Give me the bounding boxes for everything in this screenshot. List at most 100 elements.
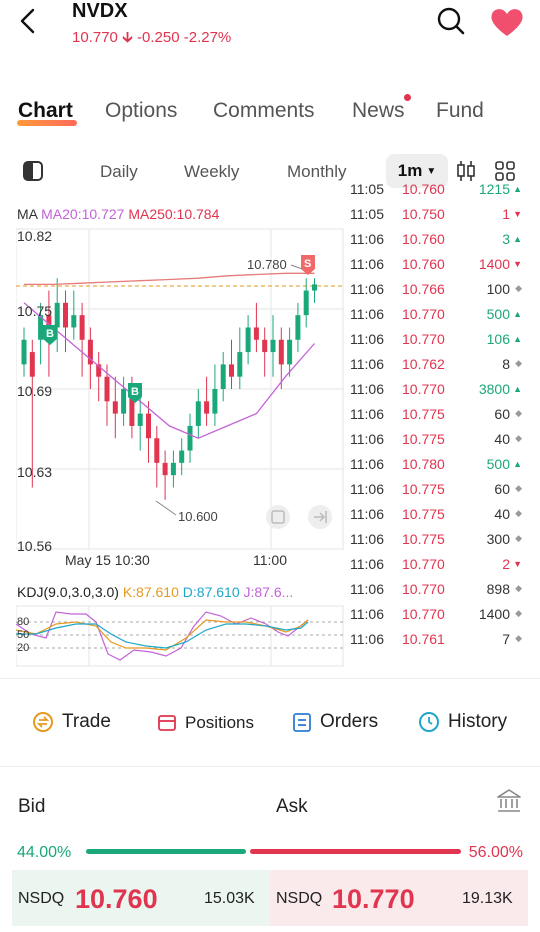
history-button[interactable]: History <box>418 711 507 733</box>
trade-time: 11:06 <box>350 505 384 522</box>
grid-icon[interactable] <box>494 160 516 182</box>
candle-body <box>137 413 143 426</box>
trade-row: 11:06 10.780 500 ▲ <box>350 451 522 476</box>
trade-time: 11:06 <box>350 405 384 422</box>
scroll-to-latest-icon[interactable] <box>308 505 332 529</box>
heart-favorite-icon[interactable] <box>489 6 525 38</box>
trade-row: 11:06 10.775 40 ◆ <box>350 501 522 526</box>
reset-chart-icon[interactable] <box>266 505 290 529</box>
candle-body <box>46 315 52 328</box>
neutral-tick-icon: ◆ <box>515 533 522 543</box>
trade-volume: 8 <box>502 355 510 372</box>
candlestick-icon[interactable] <box>456 160 476 182</box>
neutral-tick-icon: ◆ <box>515 483 522 493</box>
search-icon[interactable] <box>436 6 466 36</box>
trade-price: 10.775 <box>402 480 445 497</box>
candle-body <box>21 339 27 365</box>
candle-body <box>71 315 77 328</box>
ask-size: 19.13K <box>462 890 513 907</box>
orders-label: Orders <box>320 711 379 732</box>
kdj-legend: KDJ(9.0,3.0,3.0) K:87.610 D:87.610 J:87.… <box>17 584 293 600</box>
ask-label: Ask <box>276 796 308 817</box>
price-change-pct: -2.27% <box>183 29 232 46</box>
trade-row: 11:06 10.766 100 ◆ <box>350 276 522 301</box>
x-tick: May 15 10:30 <box>65 552 150 568</box>
neutral-tick-icon: ◆ <box>515 633 522 643</box>
positions-icon <box>158 715 176 731</box>
bid-label: Bid <box>18 796 46 817</box>
neutral-tick-icon: ◆ <box>515 608 522 618</box>
back-arrow-icon[interactable] <box>14 6 44 36</box>
trade-row: 11:06 10.775 300 ◆ <box>350 526 522 551</box>
divider <box>0 678 540 679</box>
downtick-icon: ▼ <box>513 208 522 219</box>
tab-fund[interactable]: Fund <box>436 99 484 122</box>
trade-row: 11:06 10.770 898 ◆ <box>350 576 522 601</box>
y-tick: 10.75 <box>17 303 53 319</box>
trade-button[interactable]: Trade <box>32 711 111 733</box>
trade-label: Trade <box>62 711 111 732</box>
clock-icon <box>419 712 439 732</box>
positions-button[interactable]: Positions <box>157 713 254 733</box>
y-tick: 10.63 <box>17 464 53 480</box>
downtick-icon: ▼ <box>513 258 522 269</box>
trade-row: 11:06 10.761 7 ◆ <box>350 626 522 651</box>
time-and-sales-list[interactable]: 11:05 10.760 1215 ▲ 11:05 10.750 1 ▼ 11:06 10.760… <box>350 181 540 668</box>
trade-volume: 3800 <box>478 380 510 397</box>
period-monthly[interactable]: Monthly <box>287 162 347 181</box>
best-bid-panel[interactable] <box>12 870 270 926</box>
trade-time: 11:06 <box>350 380 384 397</box>
kdj-level: 20 <box>17 642 30 654</box>
down-arrow-icon: 🡳 <box>122 29 133 46</box>
kdj-k-line <box>16 619 309 651</box>
price-quote: 10.770 🡳 -0.250 -2.27% <box>72 27 231 52</box>
orders-button[interactable]: Orders <box>292 711 378 733</box>
trade-time: 11:06 <box>350 255 384 272</box>
candle-body <box>54 302 60 328</box>
trade-time: 11:06 <box>350 280 384 297</box>
candle-body <box>270 339 276 353</box>
candlestick-chart[interactable]: 10.780 10.600 B B S <box>16 225 344 555</box>
tab-comments[interactable]: Comments <box>213 99 315 122</box>
candle-body <box>312 284 317 291</box>
neutral-tick-icon: ◆ <box>515 358 522 368</box>
tab-chart[interactable]: Chart <box>18 99 73 122</box>
period-daily[interactable]: Daily <box>100 162 138 181</box>
candle-body <box>112 401 118 414</box>
trade-volume: 106 <box>486 330 510 347</box>
last-price: 10.770 <box>72 29 118 46</box>
trade-row: 11:06 10.775 60 ◆ <box>350 401 522 426</box>
period-1m-dropdown[interactable]: 1m ▼ <box>386 154 448 188</box>
trade-row: 11:05 10.750 1 ▼ <box>350 201 522 226</box>
candle-body <box>162 462 168 476</box>
kdj-j-line <box>16 611 309 661</box>
svg-text:B: B <box>131 386 139 398</box>
kdj-level: 50 <box>17 629 30 641</box>
trade-volume: 1215 <box>478 180 510 197</box>
tab-news[interactable]: News <box>352 99 405 122</box>
trade-icon <box>33 712 53 732</box>
tab-options[interactable]: Options <box>105 99 178 122</box>
ask-ratio-bar <box>250 849 461 854</box>
positions-label: Positions <box>185 713 254 732</box>
trade-price: 10.770 <box>402 605 445 622</box>
period-weekly[interactable]: Weekly <box>184 162 240 181</box>
kdj-d-value: D:87.610 <box>182 584 240 600</box>
bank-icon[interactable] <box>496 788 522 814</box>
bid-size: 15.03K <box>204 890 255 907</box>
trade-time: 11:06 <box>350 555 384 572</box>
layout-toggle-icon[interactable] <box>22 160 44 182</box>
trade-price: 10.770 <box>402 555 445 572</box>
kdj-chart[interactable] <box>16 604 344 668</box>
trade-time: 11:06 <box>350 330 384 347</box>
trade-row: 11:06 10.760 3 ▲ <box>350 226 522 251</box>
trade-volume: 300 <box>486 530 510 547</box>
trade-volume: 60 <box>494 405 510 422</box>
trade-price: 10.750 <box>402 205 445 222</box>
candle-body <box>179 450 185 463</box>
neutral-tick-icon: ◆ <box>515 508 522 518</box>
candle-body <box>29 352 35 377</box>
trade-price: 10.780 <box>402 455 445 472</box>
best-ask-panel[interactable] <box>270 870 528 926</box>
trade-price: 10.770 <box>402 330 445 347</box>
